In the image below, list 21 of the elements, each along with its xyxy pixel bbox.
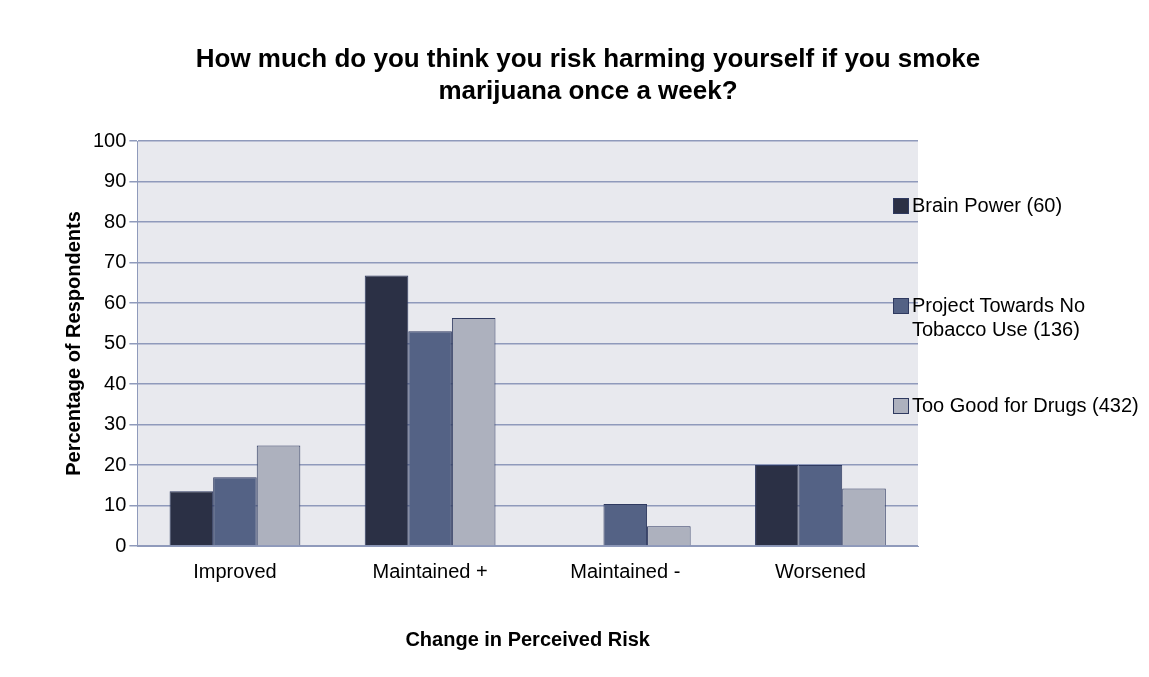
y-tick-label: 100 [92,128,127,151]
chart-title: How much do you think you risk harming yourself if you smoke marijuana once a week? [194,42,982,106]
y-tick-label: 10 [104,493,127,516]
legend-label: Too Good for Drugs (432) [912,393,1139,417]
y-axis-title: Percentage of Respondents [61,211,84,476]
y-tick-label: 50 [104,331,127,354]
y-tick-label: 70 [104,250,127,273]
y-tick-label: 80 [104,209,127,232]
legend-label: Project Towards No Tobacco Use (136) [912,293,1087,341]
y-tick-label: 0 [115,533,127,556]
x-tick-label: Worsened [775,559,866,582]
y-tick-label: 20 [104,452,127,475]
x-axis-title: Change in Perceived Risk [405,627,651,650]
x-tick-label: Maintained - [570,559,681,582]
y-tick-label: 90 [104,169,127,192]
x-tick-label: Maintained + [372,559,488,582]
legend-label: Brain Power (60) [912,193,1063,217]
y-tick-label: 40 [104,371,127,394]
y-tick-label: 60 [104,290,127,313]
x-tick-label: Improved [193,559,277,582]
y-tick-label: 30 [104,412,127,435]
